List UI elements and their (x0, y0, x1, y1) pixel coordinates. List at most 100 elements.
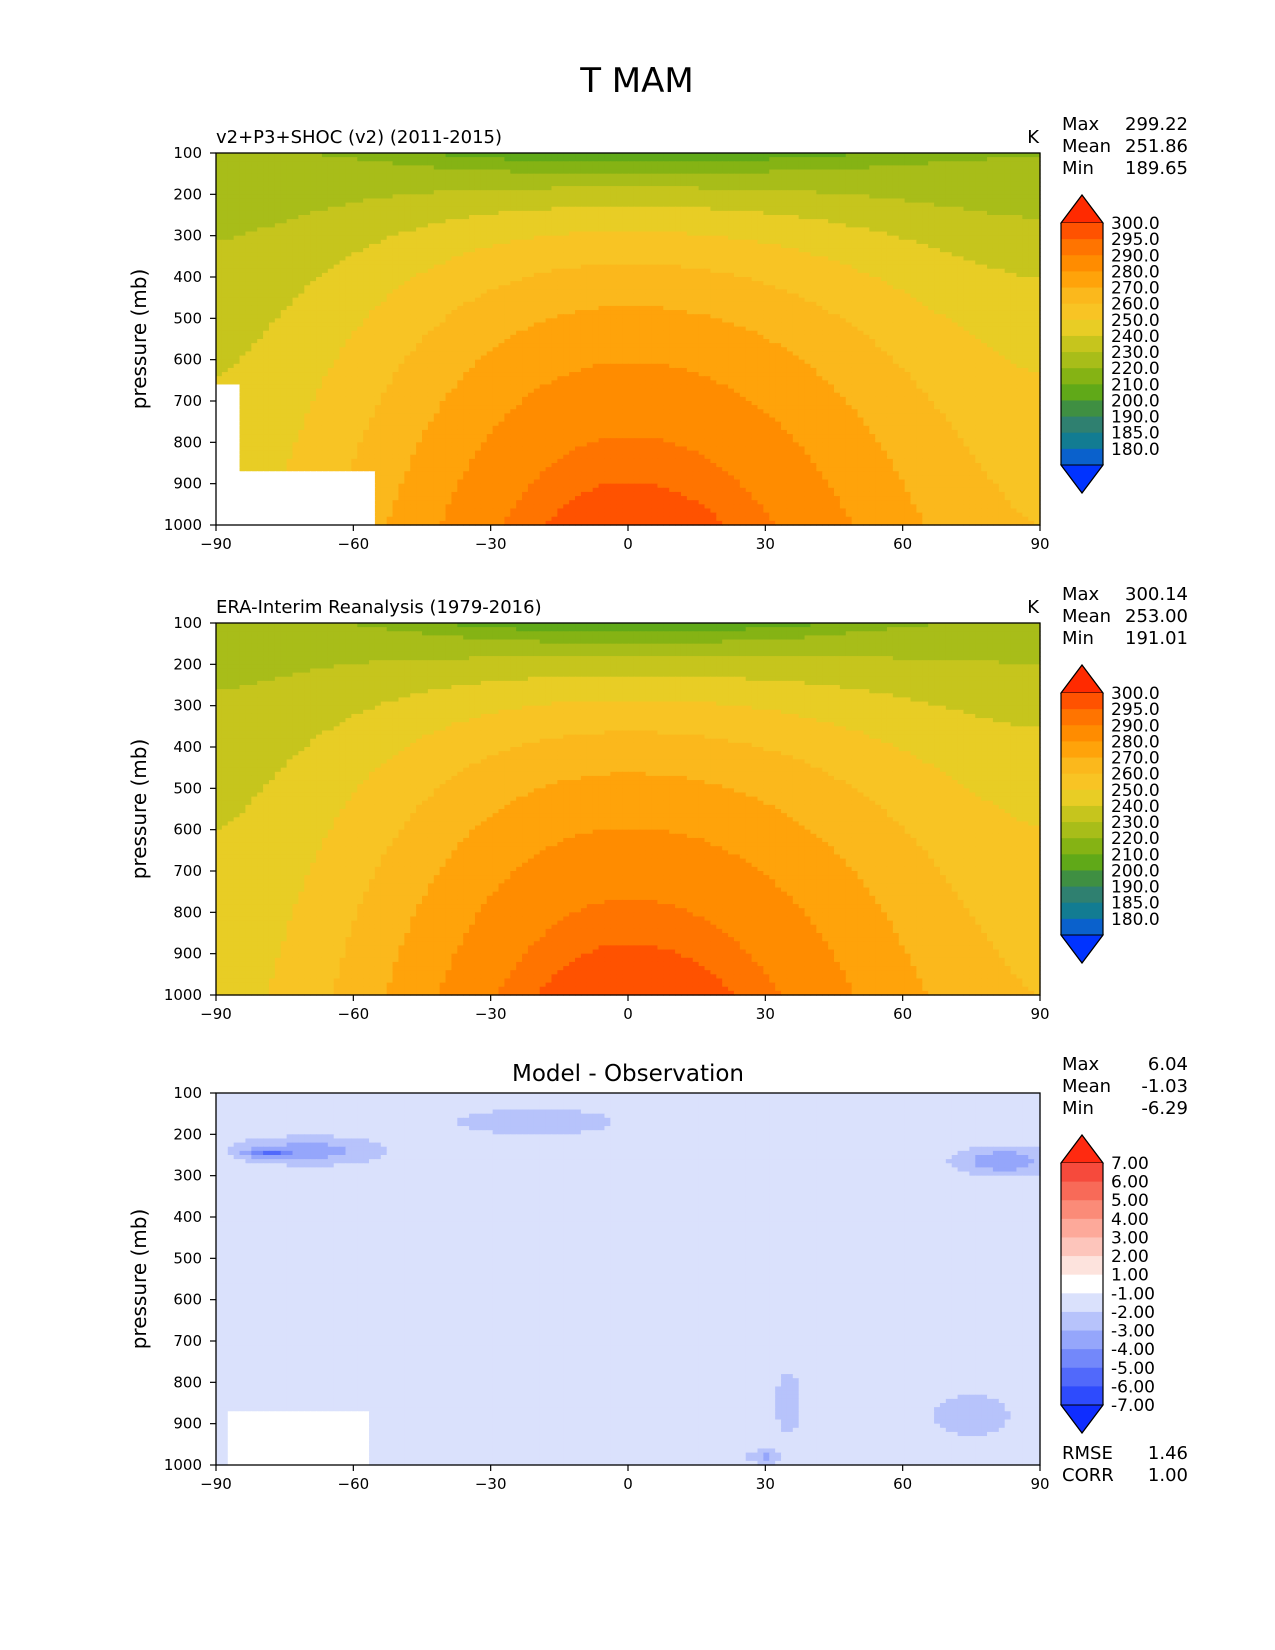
colorbar-label: 295.0 (1111, 230, 1160, 250)
colorbar-swatch (1061, 773, 1103, 791)
colorbar-label: -2.00 (1111, 1303, 1155, 1323)
contour-field (216, 623, 1041, 996)
y-tick-label: 700 (173, 392, 202, 410)
colorbar-swatch (1061, 303, 1103, 321)
y-tick-label: 700 (173, 862, 202, 880)
stat-value: -1.03 (1141, 1076, 1188, 1097)
y-tick-label: 300 (173, 697, 202, 715)
colorbar-label: 7.00 (1111, 1154, 1149, 1174)
x-tick-label: 0 (623, 535, 633, 553)
colorbar-swatch (1061, 886, 1103, 904)
stat-value: -6.29 (1141, 1098, 1188, 1119)
colorbar-extend-high (1060, 664, 1104, 694)
y-tick-label: 300 (173, 1167, 202, 1185)
x-tick-label: 60 (893, 1475, 912, 1493)
panel-title: ERA-Interim Reanalysis (1979-2016) (216, 597, 542, 618)
colorbar-label: 250.0 (1111, 311, 1160, 331)
colorbar-label: 280.0 (1111, 262, 1160, 282)
y-axis: 100 200 300 400 500 600 700 800 900 1000 pressure … (127, 614, 216, 1004)
y-tick-label: 500 (173, 1249, 202, 1267)
x-tick-label: −60 (338, 535, 370, 553)
colorbar-swatch (1061, 709, 1103, 726)
x-tick-label: −60 (338, 1475, 370, 1493)
colorbar-swatch (1061, 1163, 1103, 1183)
colorbar-label: 185.0 (1111, 894, 1160, 914)
contour-field (216, 1093, 1041, 1466)
stat-value: 1.46 (1148, 1443, 1188, 1464)
colorbar-label: -3.00 (1111, 1322, 1155, 1342)
panel-observation: ERA-Interim Reanalysis (1979-2016) K 100 20… (127, 584, 1188, 1023)
colorbar-swatch (1061, 319, 1103, 337)
colorbar-label: 295.0 (1111, 700, 1160, 720)
stat-label: RMSE (1062, 1443, 1113, 1464)
colorbar-swatch (1061, 693, 1103, 710)
y-tick-label: 900 (173, 475, 202, 493)
colorbar-outline (1060, 194, 1104, 494)
figure-title: T MAM (579, 61, 694, 101)
colorbar-label: 230.0 (1111, 813, 1160, 833)
units-label: K (1027, 597, 1040, 618)
colorbar-label: 290.0 (1111, 716, 1160, 736)
colorbar-swatch (1061, 287, 1103, 305)
colorbar-extend-high (1060, 1134, 1104, 1164)
y-tick-label: 200 (173, 655, 202, 673)
colorbar-label: 300.0 (1111, 684, 1160, 704)
y-axis: 100 200 300 400 500 600 700 800 900 1000 pressure … (127, 1084, 216, 1474)
colorbar-label: 220.0 (1111, 829, 1160, 849)
x-tick-label: −90 (200, 1005, 232, 1023)
colorbar-label: 180.0 (1111, 910, 1160, 930)
colorbar-label: 180.0 (1111, 440, 1160, 460)
stat-value: 189.65 (1125, 158, 1188, 179)
stat-label: CORR (1062, 1465, 1114, 1486)
x-tick-label: 60 (893, 1005, 912, 1023)
colorbar: 7.006.005.004.003.002.001.00-1.00-2.00-3… (1060, 1134, 1155, 1434)
colorbar-swatch (1061, 1311, 1103, 1332)
x-axis: −90 −60 −30 0 30 60 90 (200, 525, 1050, 553)
y-tick-label: 500 (173, 309, 202, 327)
colorbar-swatch (1061, 789, 1103, 807)
x-tick-label: −30 (475, 535, 507, 553)
colorbar-swatch (1061, 1386, 1103, 1406)
panel-title: v2+P3+SHOC (v2) (2011-2015) (216, 127, 502, 148)
stat-label: Max (1062, 114, 1100, 135)
colorbar-label: -6.00 (1111, 1377, 1155, 1397)
stats-block: Max 6.04 Mean -1.03 Min -6.29 (1062, 1054, 1188, 1119)
stat-value: 253.00 (1125, 606, 1188, 627)
colorbar-label: 280.0 (1111, 732, 1160, 752)
y-tick-label: 700 (173, 1332, 202, 1350)
colorbar-label: 220.0 (1111, 359, 1160, 379)
colorbar-swatch (1061, 1200, 1103, 1220)
y-axis-label: pressure (mb) (127, 739, 151, 880)
colorbar-extend-high (1060, 194, 1104, 224)
colorbar-swatch (1061, 838, 1103, 855)
colorbar-label: 230.0 (1111, 343, 1160, 363)
y-tick-label: 900 (173, 945, 202, 963)
x-tick-label: −90 (200, 1475, 232, 1493)
colorbar-label: 6.00 (1111, 1173, 1149, 1193)
colorbar-label: -5.00 (1111, 1359, 1155, 1379)
x-tick-label: 90 (1030, 1005, 1049, 1023)
y-tick-label: 1000 (164, 516, 202, 534)
stat-label: Min (1062, 1098, 1094, 1119)
y-tick-label: 200 (173, 1125, 202, 1143)
colorbar-swatch (1061, 432, 1103, 450)
colorbar-label: 270.0 (1111, 279, 1160, 299)
colorbar-extend-low (1060, 1404, 1104, 1434)
colorbar-label: 260.0 (1111, 765, 1160, 785)
x-tick-label: 90 (1030, 1475, 1049, 1493)
colorbar-swatch (1061, 384, 1103, 401)
colorbar-swatch (1061, 1274, 1103, 1294)
y-tick-label: 400 (173, 268, 202, 286)
x-tick-label: 30 (756, 1005, 775, 1023)
colorbar-swatch (1061, 335, 1103, 353)
colorbar-swatch (1061, 741, 1103, 759)
stat-value: 191.01 (1125, 628, 1188, 649)
y-axis-label: pressure (mb) (127, 269, 151, 410)
x-tick-label: −30 (475, 1005, 507, 1023)
colorbar-label: 210.0 (1111, 375, 1160, 395)
colorbar-label: 1.00 (1111, 1266, 1149, 1286)
colorbar-label: 300.0 (1111, 214, 1160, 234)
colorbar-swatch (1061, 352, 1103, 369)
colorbar-label: 290.0 (1111, 246, 1160, 266)
